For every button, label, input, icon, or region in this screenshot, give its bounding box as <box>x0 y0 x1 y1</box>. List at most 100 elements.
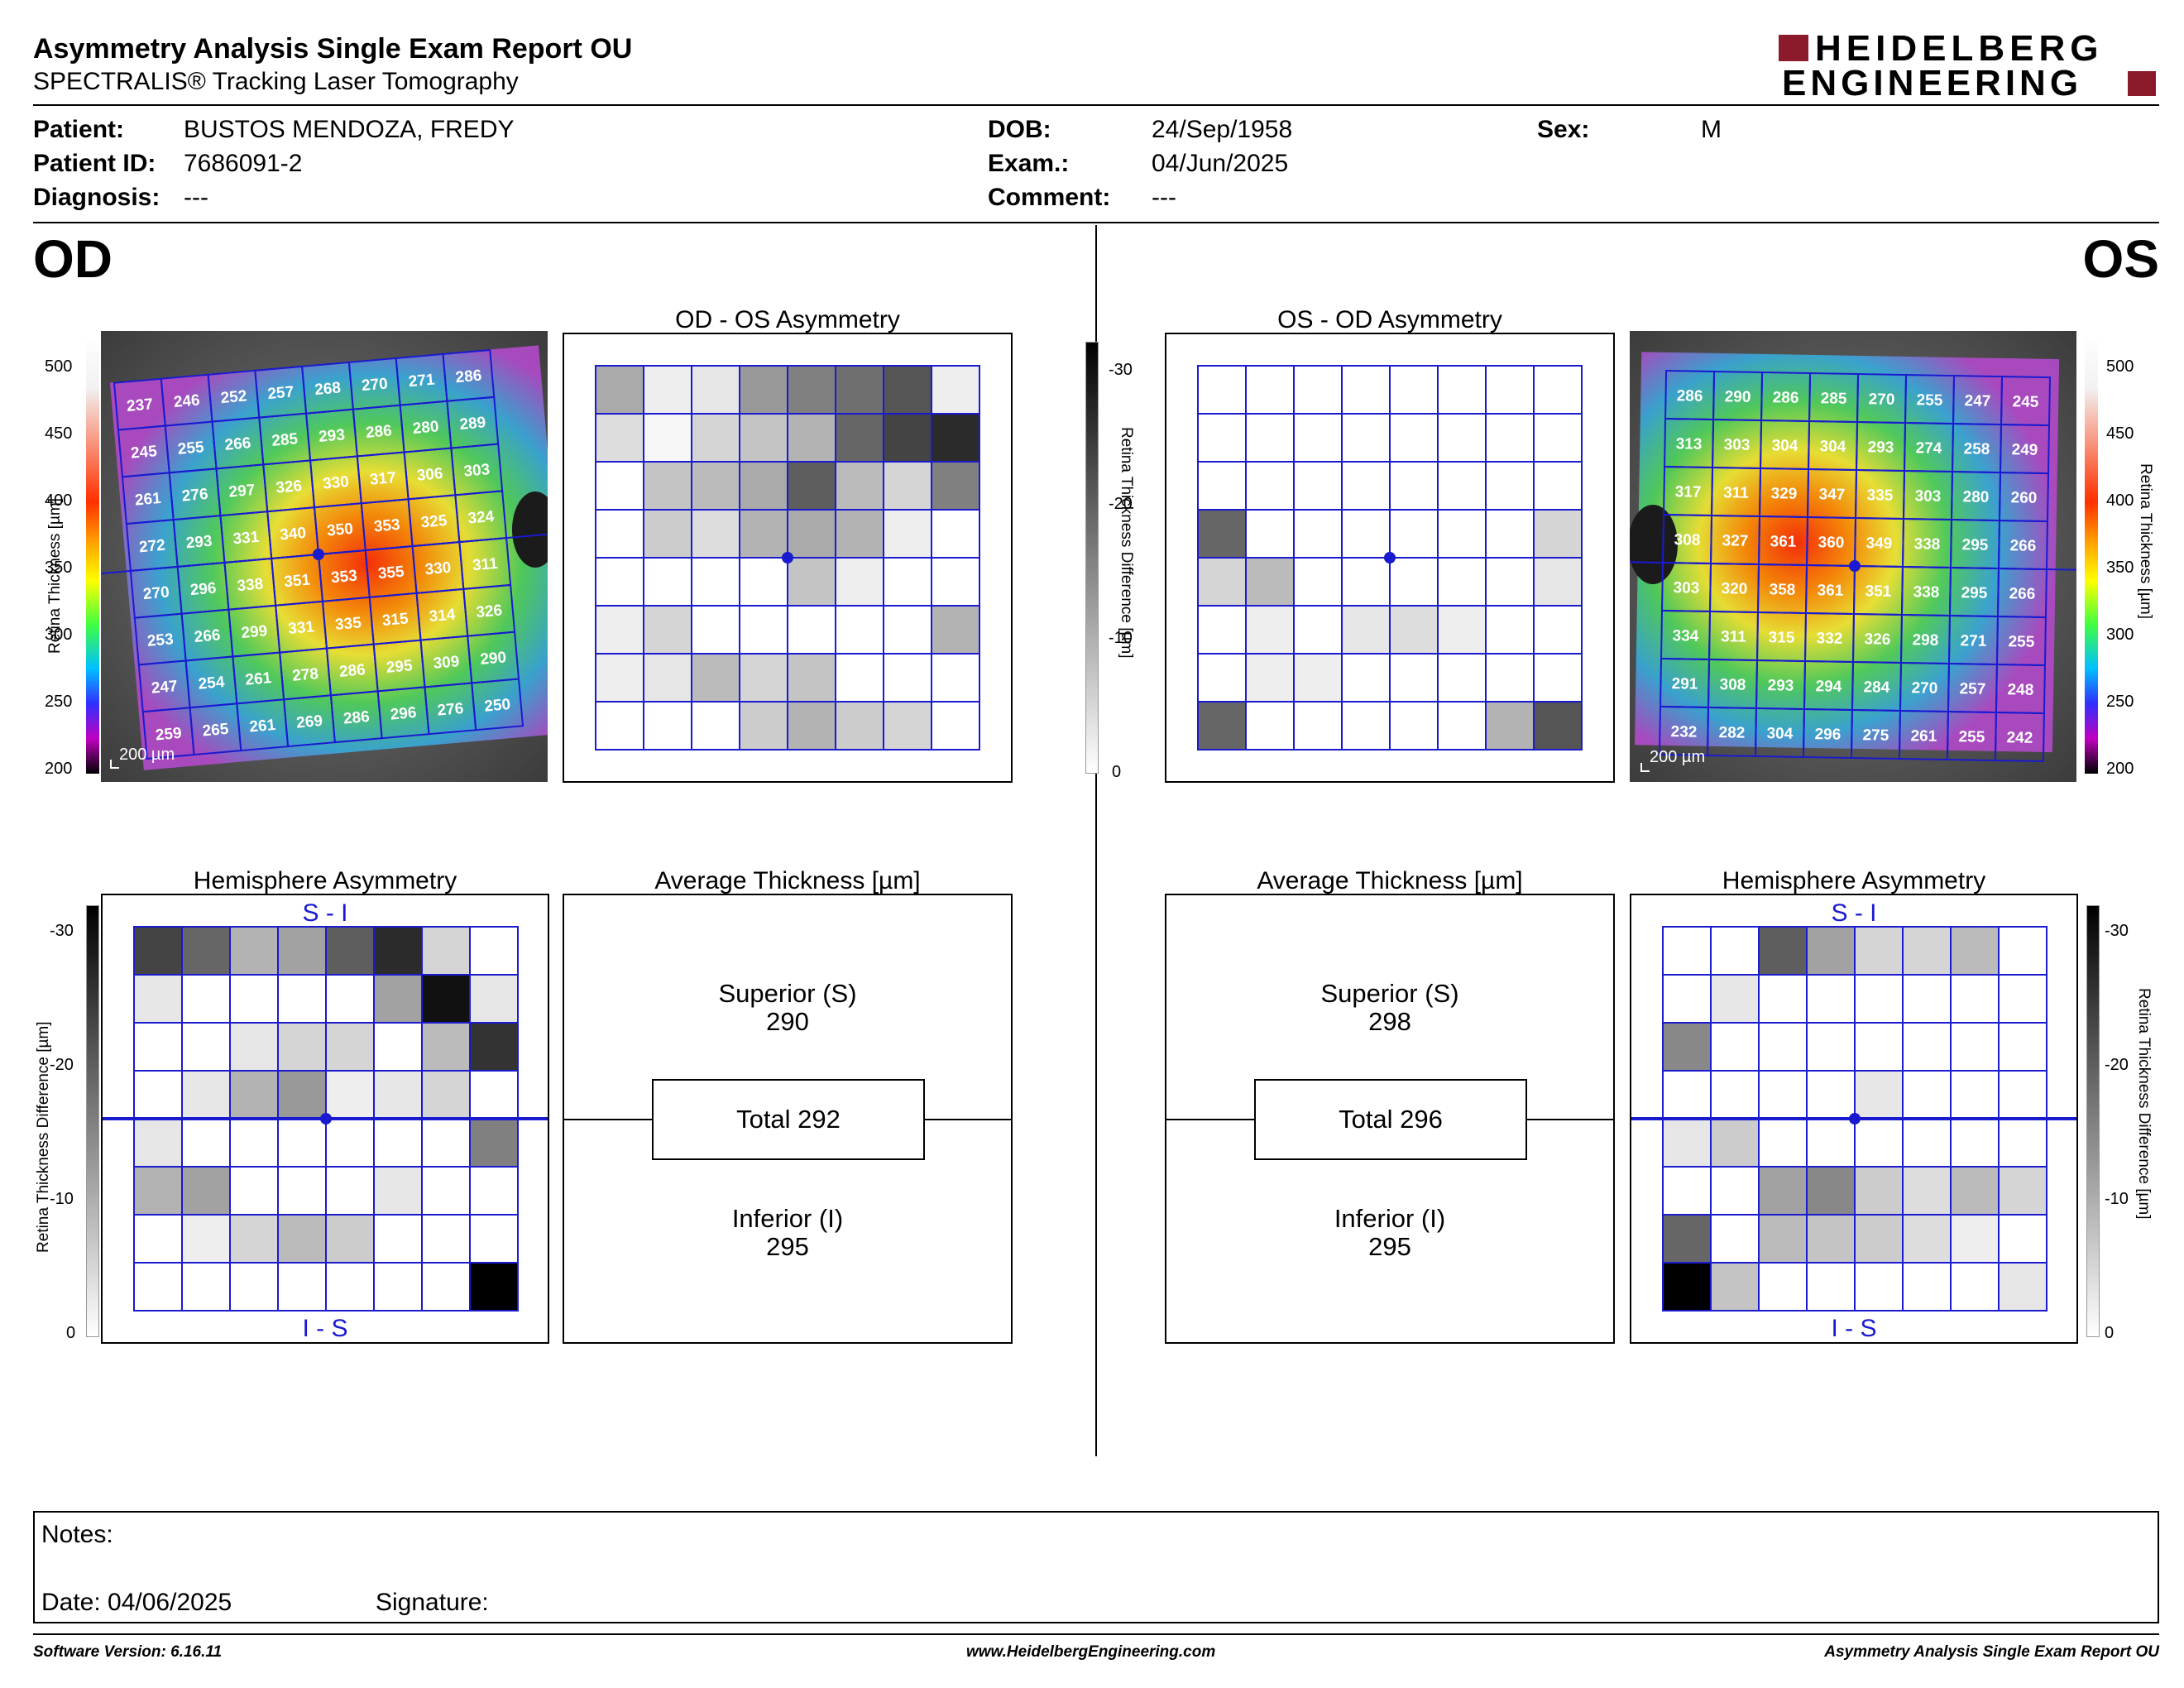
os-asym-cell <box>1389 461 1439 511</box>
od-thickness-value: 261 <box>249 717 277 736</box>
os-hemi-cell <box>1662 1022 1712 1072</box>
od-thickness-value: 306 <box>416 465 443 485</box>
od-thickness-value: 265 <box>202 721 230 741</box>
od-asym-cell <box>883 701 932 750</box>
os-asym-cell <box>1245 605 1295 655</box>
od-asym-cell <box>595 461 644 511</box>
os-hemi-cell <box>1854 1070 1904 1120</box>
od-inferior-label: Inferior (I) <box>731 1204 844 1233</box>
os-asym-cell <box>1389 413 1439 463</box>
os-hemi-cell <box>1998 1118 2048 1168</box>
od-hemi-cell <box>133 1022 183 1072</box>
os-hemi-cell <box>1902 1262 1952 1312</box>
od-thickness-value: 254 <box>198 674 226 693</box>
patient-id-label: Patient ID: <box>33 150 156 177</box>
od-asym-cell <box>835 605 884 655</box>
od-thickness-value: 325 <box>420 512 448 532</box>
os-asym-cell <box>1197 461 1247 511</box>
od-hemi-cell <box>277 926 327 976</box>
od-thickness-value: 353 <box>373 516 400 536</box>
os-hemi-bottom-label: I - S <box>1831 1315 1876 1342</box>
od-tick-350: 350 <box>45 559 73 577</box>
os-thickness-value: 266 <box>2009 585 2035 603</box>
os-hemi-cell <box>1710 1118 1760 1168</box>
od-asym-cell <box>691 509 740 559</box>
os-thickness-value: 245 <box>2012 393 2038 411</box>
od-total-box: Total 292 <box>652 1079 925 1160</box>
os-asym-cell <box>1341 701 1391 750</box>
od-asym-cell <box>595 557 644 607</box>
os-hemi-cell <box>1758 1214 1808 1264</box>
od-asym-cell <box>835 557 884 607</box>
patient-divider <box>33 222 2159 223</box>
os-inferior-label: Inferior (I) <box>1334 1204 1446 1233</box>
os-thickness-value: 284 <box>1863 679 1889 697</box>
logo-line1: HEIDELBERG <box>1815 28 2104 69</box>
od-hemi-cell <box>325 1262 375 1312</box>
od-thickness-value: 247 <box>151 678 178 698</box>
od-asym-cell <box>787 461 836 511</box>
od-thickness-value: 330 <box>322 473 349 493</box>
os-thickness-value: 351 <box>1865 583 1891 601</box>
od-hemi-cell <box>181 1022 231 1072</box>
os-hemi-tick-20: -20 <box>2105 1056 2129 1074</box>
os-asym-cell <box>1293 701 1343 750</box>
os-asym-cell <box>1437 653 1487 703</box>
os-thickness-value: 260 <box>2010 489 2037 507</box>
os-hemi-cell <box>1710 974 1760 1024</box>
od-avg-line-left <box>564 1119 654 1120</box>
os-asym-cell <box>1197 509 1247 559</box>
os-asym-cell <box>1197 605 1247 655</box>
od-asym-cell <box>643 701 692 750</box>
os-thickness-value: 286 <box>1772 389 1798 407</box>
od-thickness-value: 253 <box>146 631 174 650</box>
website-link[interactable]: www.HeidelbergEngineering.com <box>966 1643 1216 1661</box>
od-thickness-scale: Retina Thickness [µm] 500 450 400 350 30… <box>25 331 108 778</box>
report-title: Asymmetry Analysis Single Exam Report OU <box>33 33 633 65</box>
os-thickness-value: 282 <box>1718 724 1745 742</box>
od-thickness-value: 266 <box>194 626 221 646</box>
od-hemi-bottom-label: I - S <box>302 1315 347 1342</box>
os-thickness-map: 286 290 286 285 270 255 247 245 313 303 304 304 293 2… <box>1630 331 2076 782</box>
od-thickness-value: 237 <box>126 396 153 415</box>
od-asym-cell <box>595 509 644 559</box>
os-hemi-top-label: S - I <box>1831 899 1876 927</box>
od-hemi-cell <box>469 1022 519 1072</box>
od-scale-bar-icon <box>110 760 119 769</box>
od-hemi-cell <box>373 1070 423 1120</box>
center-diff-colorbar <box>1085 342 1099 774</box>
os-asym-cell <box>1341 509 1391 559</box>
os-thickness-value: 308 <box>1719 676 1746 694</box>
os-hemi-cell <box>1806 1214 1856 1264</box>
od-asym-cell <box>739 509 788 559</box>
os-asym-cell <box>1437 509 1487 559</box>
os-thickness-grid: 286 290 286 285 270 255 247 245 313 303 304 304 293 2… <box>1630 369 2076 763</box>
signature-label: Signature: <box>376 1589 489 1616</box>
od-hemi-cell <box>325 1070 375 1120</box>
os-thickness-value: 295 <box>1961 584 1987 602</box>
date-label: Date: 04/06/2025 <box>41 1589 232 1616</box>
os-hemi-colorbar <box>2086 905 2100 1337</box>
os-thickness-value: 255 <box>1958 728 1985 746</box>
notes-box[interactable]: Notes: Date: 04/06/2025 Signature: <box>33 1511 2159 1623</box>
os-hemi-panel: S - I I - S <box>1630 894 2078 1344</box>
od-asym-cell <box>787 365 836 415</box>
od-hemi-panel: S - I I - S <box>101 894 549 1344</box>
os-hemi-cell <box>1662 1262 1712 1312</box>
od-asym-cell <box>883 557 932 607</box>
od-asym-title: OD - OS Asymmetry <box>675 306 900 333</box>
os-asym-cell <box>1485 557 1535 607</box>
od-asym-grid-svg <box>595 365 980 750</box>
od-asym-cell <box>883 461 932 511</box>
os-hemi-cell <box>1902 1214 1952 1264</box>
od-hemi-title: Hemisphere Asymmetry <box>193 867 457 894</box>
od-hemi-cell <box>277 1070 327 1120</box>
od-thickness-map: 237 246 252 257 268 270 271 286 245 255 266 285 293 2… <box>101 331 548 782</box>
os-hemi-cell <box>1854 1166 1904 1216</box>
os-hemi-cell <box>1806 974 1856 1024</box>
od-asym-cell <box>643 461 692 511</box>
os-asym-cell <box>1341 653 1391 703</box>
os-hemi-cell <box>1902 926 1952 976</box>
os-asym-cell <box>1533 605 1583 655</box>
od-thickness-value: 317 <box>369 469 396 489</box>
